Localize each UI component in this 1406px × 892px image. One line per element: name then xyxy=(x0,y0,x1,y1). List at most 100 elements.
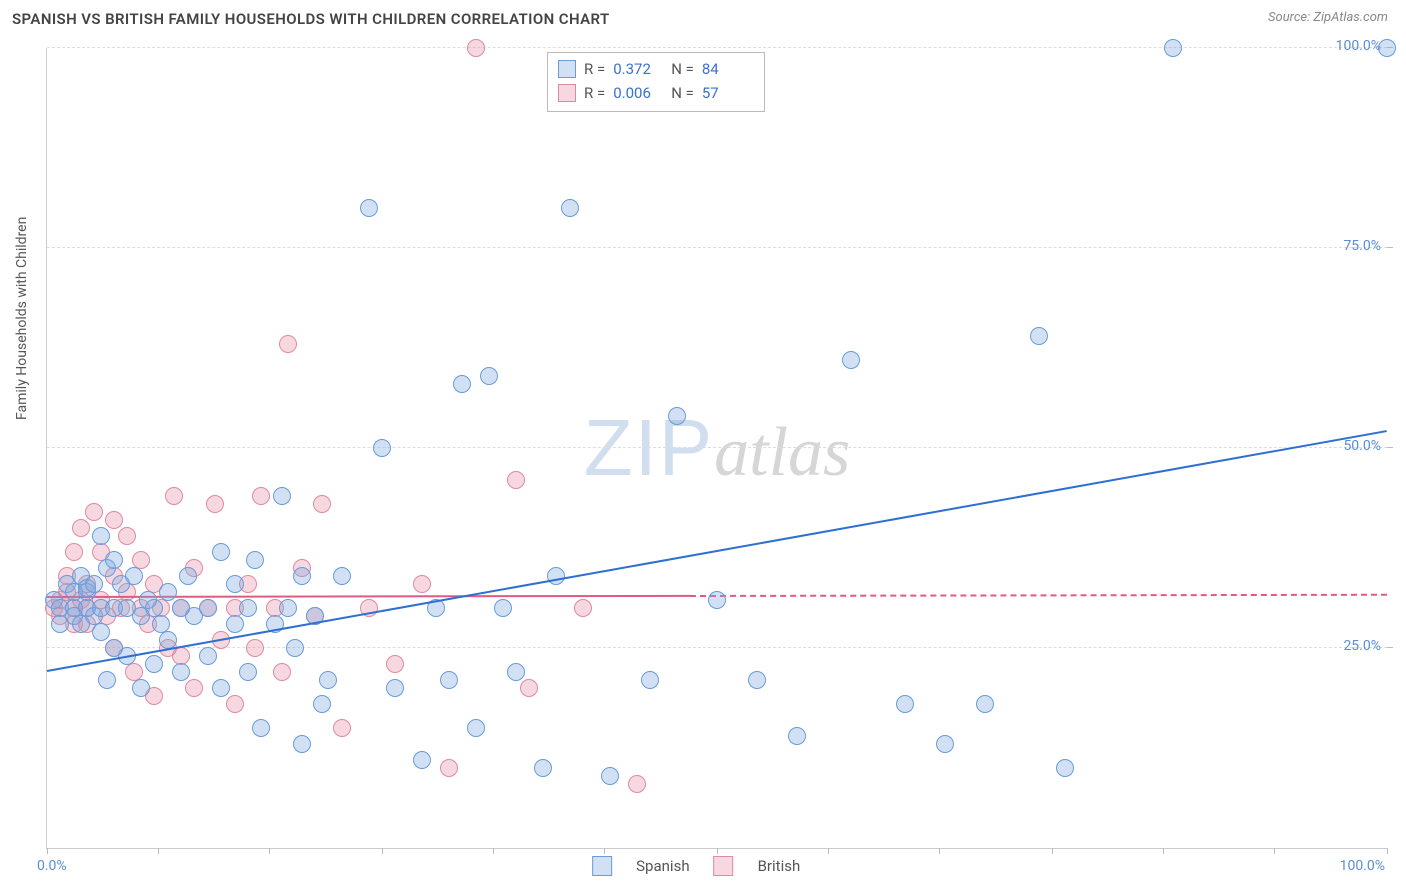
stat-r-label: R = xyxy=(584,81,605,105)
data-point-spanish xyxy=(386,679,404,697)
data-point-spanish xyxy=(159,583,177,601)
data-point-spanish xyxy=(279,599,297,617)
data-point-spanish xyxy=(85,575,103,593)
y-tick-label: 75.0% xyxy=(1343,238,1381,254)
data-point-spanish xyxy=(92,623,110,641)
data-point-spanish xyxy=(440,671,458,689)
data-point-british xyxy=(273,663,291,681)
data-point-spanish xyxy=(936,735,954,753)
legend-label-spanish: Spanish xyxy=(636,857,689,875)
data-point-spanish xyxy=(319,671,337,689)
data-point-spanish xyxy=(172,663,190,681)
trend-line-british-dashed xyxy=(690,594,1387,597)
data-point-spanish xyxy=(105,551,123,569)
data-point-spanish xyxy=(561,199,579,217)
data-point-spanish xyxy=(453,375,471,393)
data-point-spanish xyxy=(641,671,659,689)
watermark: ZIPatlas xyxy=(584,402,851,494)
data-point-spanish xyxy=(507,663,525,681)
swatch-british xyxy=(558,84,576,102)
data-point-spanish xyxy=(132,679,150,697)
data-point-british xyxy=(65,543,83,561)
y-axis-label: Family Households with Children xyxy=(14,217,30,420)
data-point-spanish xyxy=(467,719,485,737)
stat-r-british: 0.006 xyxy=(613,81,663,105)
stat-r-label: R = xyxy=(584,57,605,81)
data-point-spanish xyxy=(98,671,116,689)
stat-r-spanish: 0.372 xyxy=(613,57,663,81)
data-point-british xyxy=(252,487,270,505)
data-point-spanish xyxy=(748,671,766,689)
data-point-spanish xyxy=(239,663,257,681)
y-tick-label: 25.0% xyxy=(1343,638,1381,654)
data-point-spanish xyxy=(1030,327,1048,345)
data-point-spanish xyxy=(239,599,257,617)
legend-swatch-british xyxy=(714,856,734,876)
data-point-spanish xyxy=(413,751,431,769)
stat-n-british: 57 xyxy=(702,81,752,105)
data-point-british xyxy=(507,471,525,489)
data-point-spanish xyxy=(668,407,686,425)
grid-line xyxy=(47,47,1387,48)
y-tick-label: 100.0% xyxy=(1336,38,1381,54)
data-point-spanish xyxy=(976,695,994,713)
scatter-chart: ZIPatlas R = 0.372 N = 84 R = 0.006 N = … xyxy=(46,48,1387,849)
data-point-british xyxy=(226,695,244,713)
data-point-british xyxy=(85,503,103,521)
data-point-british xyxy=(628,775,646,793)
stat-n-label: N = xyxy=(671,81,694,105)
data-point-spanish xyxy=(145,655,163,673)
data-point-british xyxy=(413,575,431,593)
data-point-spanish xyxy=(534,759,552,777)
data-point-british xyxy=(246,639,264,657)
trend-line-spanish xyxy=(47,430,1387,672)
data-point-british xyxy=(333,719,351,737)
data-point-spanish xyxy=(199,599,217,617)
stat-n-spanish: 84 xyxy=(702,57,752,81)
y-tick-label: 50.0% xyxy=(1343,438,1381,454)
x-tick-min: 0.0% xyxy=(37,858,67,874)
chart-title: SPANISH VS BRITISH FAMILY HOUSEHOLDS WIT… xyxy=(12,10,610,28)
data-point-spanish xyxy=(601,767,619,785)
data-point-spanish xyxy=(226,575,244,593)
data-point-british xyxy=(520,679,538,697)
data-point-spanish xyxy=(1164,39,1182,57)
data-point-british xyxy=(72,519,90,537)
data-point-spanish xyxy=(226,615,244,633)
bottom-legend: Spanish British xyxy=(592,856,800,876)
data-point-spanish xyxy=(212,543,230,561)
data-point-spanish xyxy=(246,551,264,569)
source-attribution: Source: ZipAtlas.com xyxy=(1268,10,1388,25)
data-point-british xyxy=(279,335,297,353)
data-point-spanish xyxy=(788,727,806,745)
data-point-spanish xyxy=(199,647,217,665)
data-point-british xyxy=(185,679,203,697)
data-point-british xyxy=(467,39,485,57)
data-point-spanish xyxy=(1056,759,1074,777)
data-point-british xyxy=(165,487,183,505)
stats-row-spanish: R = 0.372 N = 84 xyxy=(558,57,752,81)
data-point-spanish xyxy=(286,639,304,657)
data-point-spanish xyxy=(293,567,311,585)
data-point-british xyxy=(313,495,331,513)
data-point-spanish xyxy=(179,567,197,585)
legend-swatch-spanish xyxy=(592,856,612,876)
data-point-british xyxy=(386,655,404,673)
grid-line xyxy=(47,247,1387,248)
data-point-spanish xyxy=(842,351,860,369)
swatch-spanish xyxy=(558,60,576,78)
data-point-spanish xyxy=(480,367,498,385)
stats-row-british: R = 0.006 N = 57 xyxy=(558,81,752,105)
data-point-spanish xyxy=(293,735,311,753)
legend-label-british: British xyxy=(758,857,801,875)
data-point-spanish xyxy=(896,695,914,713)
data-point-spanish xyxy=(708,591,726,609)
data-point-spanish xyxy=(212,679,230,697)
data-point-spanish xyxy=(333,567,351,585)
x-tick-max: 100.0% xyxy=(1340,858,1385,874)
data-point-spanish xyxy=(313,695,331,713)
data-point-british xyxy=(118,527,136,545)
data-point-spanish xyxy=(373,439,391,457)
grid-line xyxy=(47,447,1387,448)
data-point-spanish xyxy=(360,199,378,217)
